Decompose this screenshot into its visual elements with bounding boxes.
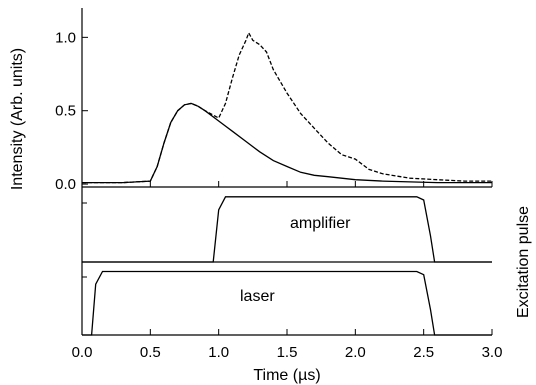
- bottom-panel: laser: [81, 262, 492, 336]
- x-tick-label: 3.0: [482, 344, 503, 361]
- top-panel: 0.0 0.5 1.0: [55, 8, 492, 193]
- x-tick-label: 2.5: [413, 344, 434, 361]
- x-tick-label: 0.0: [72, 344, 93, 361]
- laser-label: laser: [240, 288, 275, 305]
- laser-pulse-line: [82, 270, 492, 336]
- x-tick-label: 0.5: [140, 344, 161, 361]
- x-axis: 0.0 0.5 1.0 1.5 2.0 2.5 3.0: [72, 181, 503, 361]
- x-axis-title: Time (µs): [253, 367, 320, 384]
- y-axis-title: Intensity (Arb. units): [9, 48, 26, 190]
- y-tick-label: 1.0: [55, 29, 76, 46]
- signal-line: [82, 102, 492, 184]
- x-tick-label: 1.5: [277, 344, 298, 361]
- y-tick-label: 0.5: [55, 103, 76, 120]
- x-tick-label: 1.0: [208, 344, 229, 361]
- amplified-signal-line: [82, 31, 492, 184]
- middle-panel: amplifier: [81, 187, 492, 263]
- y-tick-label: 0.0: [55, 176, 76, 193]
- amplifier-label: amplifier: [290, 215, 351, 232]
- x-tick-label: 2.0: [345, 344, 366, 361]
- excitation-pulse-label: Excitation pulse: [515, 206, 532, 318]
- amplifier-pulse-line: [82, 196, 492, 263]
